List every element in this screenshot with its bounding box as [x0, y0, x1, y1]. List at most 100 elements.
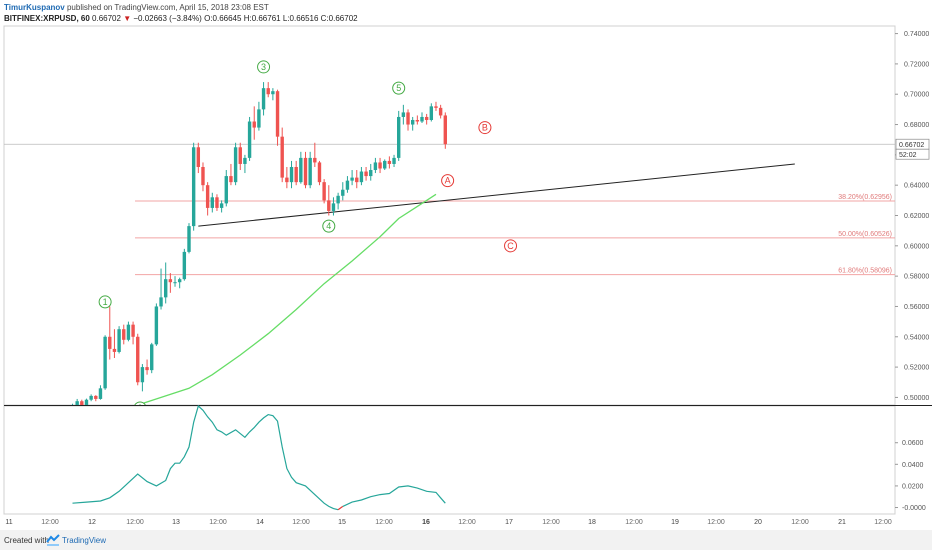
publish-info: TimurKuspanov published on TradingView.c…	[4, 3, 269, 12]
candle-body	[219, 203, 224, 208]
close-value: C:0.66702	[320, 14, 358, 23]
wave-label-3: 3	[261, 62, 266, 72]
down-arrow-icon: ▼	[123, 14, 132, 23]
candle-body	[243, 157, 247, 164]
fibonacci-level-label: 50.00%(0.60526)	[838, 231, 892, 238]
x-tick-label: 12:00	[209, 519, 227, 526]
y-tick-label: 0.68000	[904, 122, 929, 129]
candle-body	[415, 119, 420, 122]
candle-body	[108, 336, 112, 349]
wave-label-circle	[504, 239, 518, 253]
candle-body	[289, 166, 294, 183]
x-tick-label: 19	[671, 519, 679, 526]
price-chart[interactable]: 0.740000.720000.700000.680000.660000.640…	[0, 0, 932, 530]
candle-body	[317, 162, 322, 183]
candle-body	[280, 136, 284, 178]
low-value: L:0.66516	[282, 14, 319, 23]
osc-tick-label: 0.0600	[902, 440, 924, 447]
candle-body	[140, 367, 145, 383]
candle-body	[196, 147, 201, 167]
wave-label-2: 2	[138, 403, 143, 413]
wave-label-B: B	[482, 123, 488, 133]
candle-body	[187, 226, 191, 252]
x-tick-label: 11	[5, 519, 12, 526]
candle-body	[131, 324, 135, 337]
tradingview-brand[interactable]: TradingView	[62, 536, 107, 545]
wave-label-4: 4	[326, 221, 331, 231]
x-tick-label: 12:00	[375, 519, 393, 526]
candle-body	[299, 157, 303, 183]
candle-body	[331, 203, 336, 211]
candle-body	[327, 200, 331, 211]
price-change: −0.02663 (−3.84%)	[133, 14, 202, 23]
candle-body	[434, 106, 438, 108]
candle-body	[205, 185, 210, 208]
author-name[interactable]: TimurKuspanov	[4, 3, 65, 12]
publish-text: published on TradingView.com, April 15, …	[66, 3, 269, 12]
wave-label-C: C	[507, 241, 514, 251]
x-tick-label: 12:00	[292, 519, 310, 526]
candle-body	[182, 251, 187, 280]
candle-body	[80, 401, 84, 405]
candle-body	[215, 197, 219, 208]
x-tick-label: 12:00	[791, 519, 809, 526]
y-tick-label: 0.72000	[904, 61, 929, 68]
x-tick-label: 12:00	[625, 519, 643, 526]
candle-body	[364, 171, 368, 177]
price-tag-label: 0.66702	[899, 142, 924, 149]
candle-body	[313, 157, 317, 163]
candle-body	[252, 121, 256, 128]
candle-body	[424, 116, 429, 120]
x-tick-label: 13	[172, 519, 180, 526]
candle-body	[177, 279, 182, 283]
candle-body	[350, 177, 354, 181]
candle-body	[378, 162, 382, 169]
candle-body	[341, 189, 345, 196]
candle-body	[84, 399, 89, 405]
price-tag-label: 52:02	[899, 152, 917, 159]
x-tick-label: 12:00	[707, 519, 725, 526]
candle-body	[94, 395, 98, 399]
oscillator-pane-frame	[3, 405, 896, 515]
x-tick-label: 12:00	[542, 519, 560, 526]
y-tick-label: 0.56000	[904, 304, 929, 311]
candle-body	[210, 197, 214, 208]
candle-body	[336, 195, 340, 204]
candle-body	[369, 170, 373, 177]
fibonacci-level-label: 61.80%(0.58096)	[838, 268, 892, 275]
fibonacci-level-label: 38.20%(0.62956)	[838, 194, 892, 201]
candle-body	[392, 157, 396, 164]
y-tick-label: 0.54000	[904, 334, 929, 341]
candle-body	[154, 306, 159, 345]
symbol-name: BITFINEX:XRPUSD, 60	[4, 14, 90, 23]
y-tick-label: 0.64000	[904, 183, 929, 190]
osc-tick-label: 0.0400	[902, 462, 924, 469]
x-tick-label: 12:00	[126, 519, 144, 526]
candle-body	[438, 107, 443, 116]
x-tick-label: 12:00	[874, 519, 892, 526]
x-tick-label: 17	[505, 519, 513, 526]
candle-body	[229, 176, 233, 183]
candle-body	[266, 88, 270, 95]
x-tick-label: 15	[338, 519, 346, 526]
created-with-text: Created with	[4, 536, 49, 545]
candle-body	[294, 166, 298, 183]
x-tick-label: 21	[838, 519, 846, 526]
candle-body	[443, 115, 447, 145]
wave-label-A: A	[445, 176, 451, 186]
oscillator-line	[342, 485, 446, 507]
wave-label-circle	[98, 295, 112, 309]
candle-body	[126, 324, 131, 340]
candle-body	[117, 329, 121, 352]
candle-body	[275, 91, 280, 137]
osc-tick-label: -0.0000	[902, 505, 926, 512]
wave-label-circle	[441, 174, 455, 188]
candle-body	[98, 388, 103, 399]
tradingview-logo-icon	[46, 534, 60, 546]
candle-body	[122, 329, 126, 340]
candle-body	[303, 157, 308, 186]
y-tick-label: 0.74000	[904, 31, 929, 38]
candle-body	[387, 160, 392, 164]
candle-body	[429, 106, 434, 120]
osc-tick-label: 0.0200	[902, 483, 924, 490]
